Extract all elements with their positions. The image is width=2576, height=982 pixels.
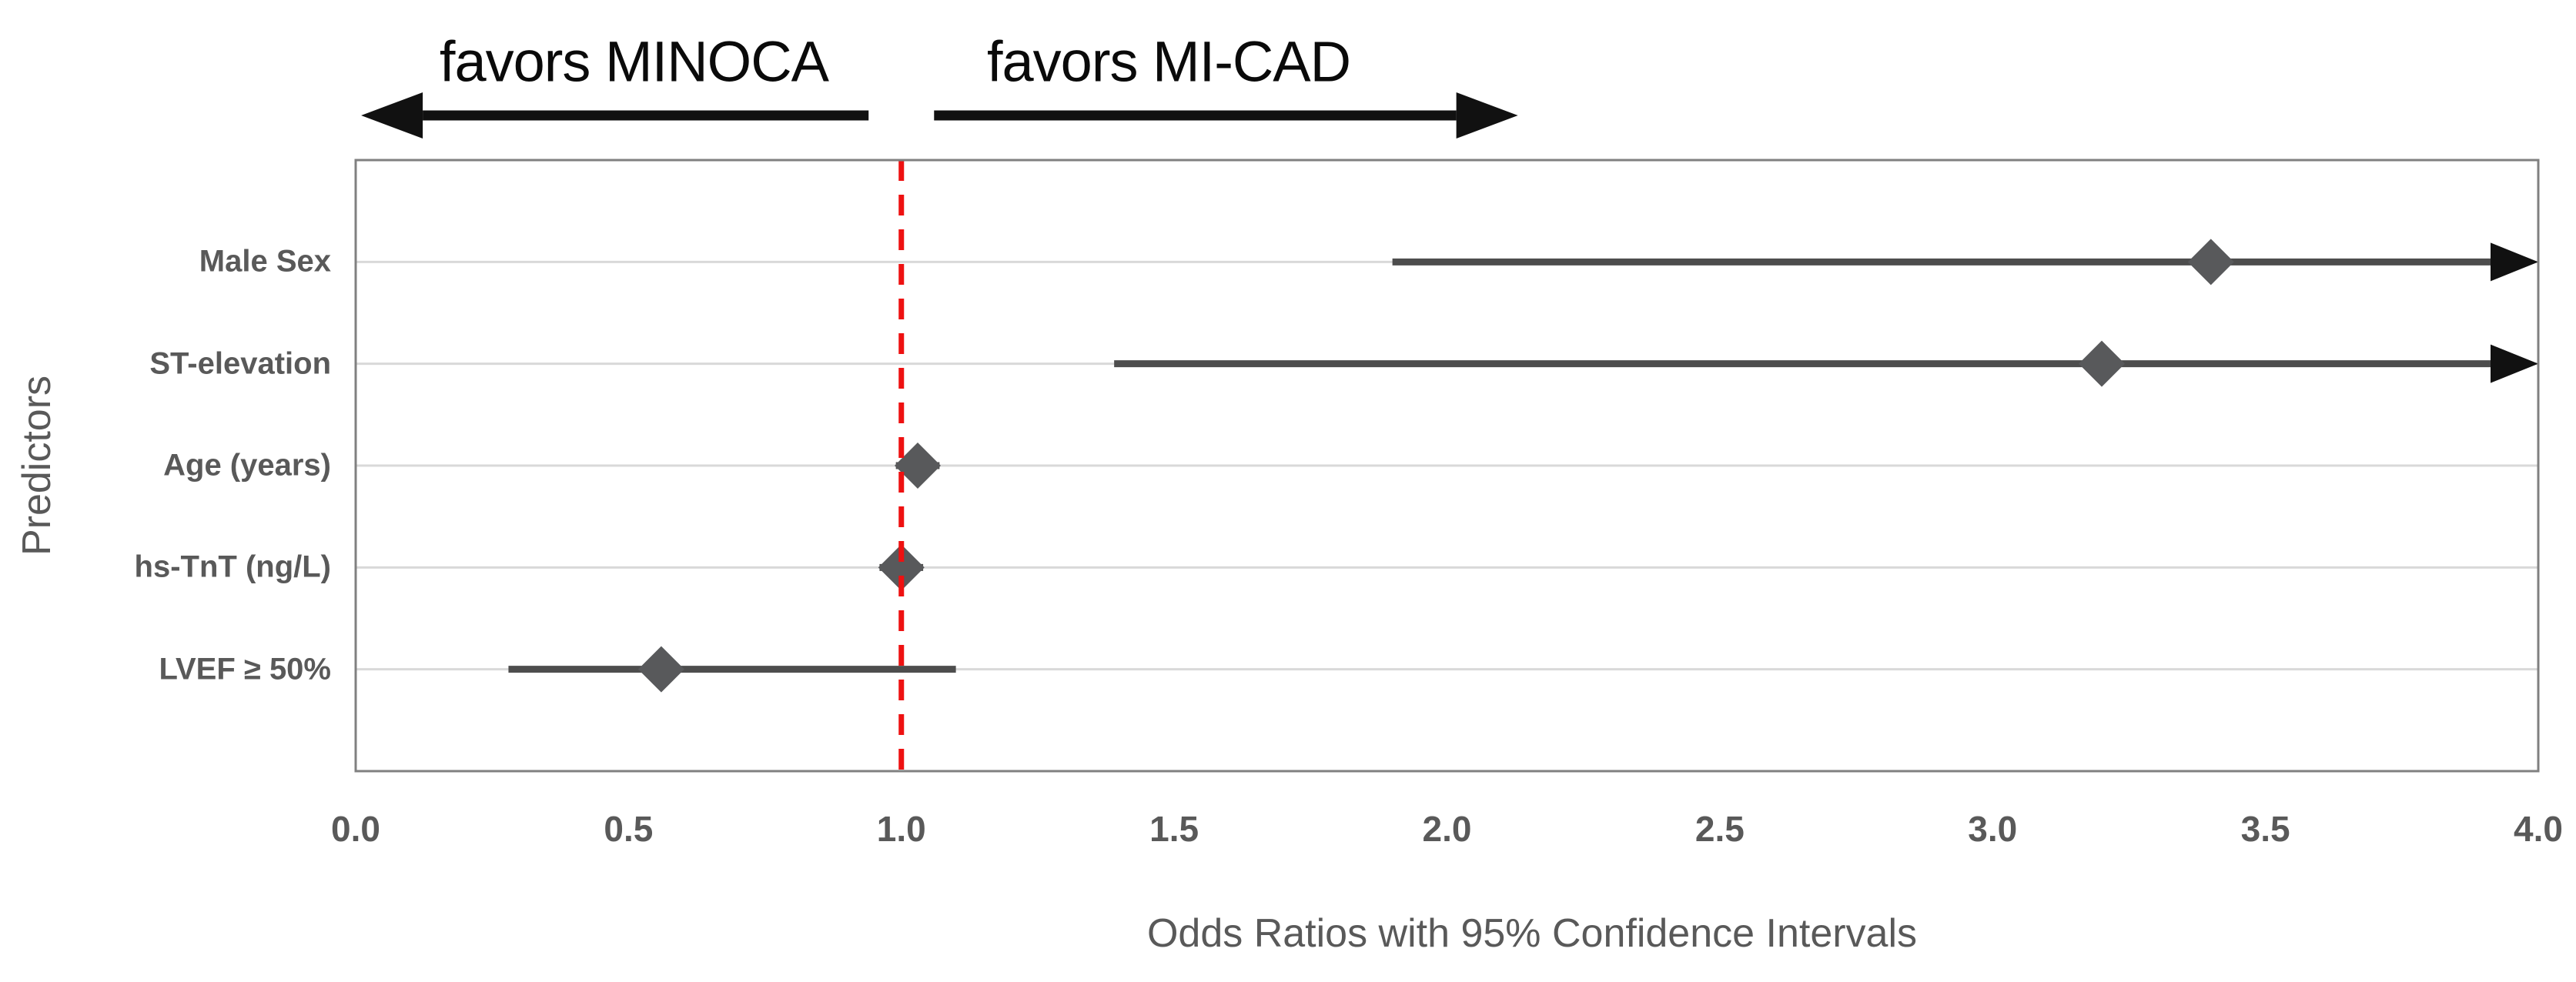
x-tick-label: 0.5 <box>604 809 654 849</box>
category-label-age: Age (years) <box>163 448 331 483</box>
category-label-lvef: LVEF ≥ 50% <box>159 652 332 686</box>
x-tick-label: 1.5 <box>1149 809 1199 849</box>
x-tick-label: 3.0 <box>1968 809 2018 849</box>
x-tick-label: 1.0 <box>876 809 926 849</box>
x-tick-label: 2.5 <box>1694 809 1745 849</box>
favors-micad-label: favors MI-CAD <box>986 29 1351 94</box>
x-axis-title: Odds Ratios with 95% Confidence Interval… <box>1146 911 1918 956</box>
category-label-st-elevation: ST-elevation <box>149 346 331 381</box>
category-label-hs-tnt: hs-TnT (ng/L) <box>134 549 331 584</box>
favors-minoca-label: favors MINOCA <box>439 29 829 94</box>
x-tick-label: 3.5 <box>2240 809 2290 849</box>
x-tick-label: 0.0 <box>331 809 380 849</box>
x-tick-label: 2.0 <box>1422 809 1472 849</box>
category-label-male-sex: Male Sex <box>199 244 331 279</box>
x-tick-label: 4.0 <box>2514 809 2563 849</box>
